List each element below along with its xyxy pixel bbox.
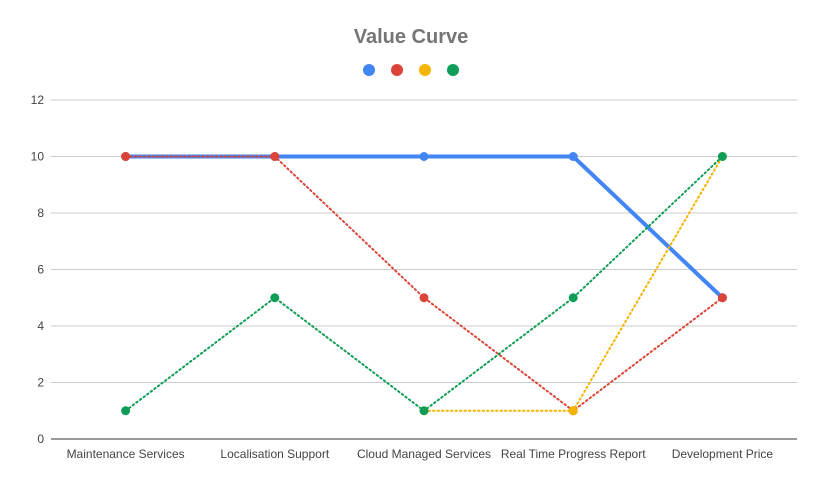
y-tick-label: 4	[37, 319, 44, 333]
data-point	[717, 293, 727, 303]
legend-marker	[447, 64, 459, 76]
data-point	[568, 406, 578, 416]
x-tick-label: Maintenance Services	[67, 447, 185, 461]
data-point	[419, 152, 429, 161]
x-tick-label: Real Time Progress Report	[501, 447, 646, 461]
series-lines	[124, 154, 724, 412]
x-axis-ticks: Maintenance Services Localisation Support…	[67, 447, 774, 461]
legend-marker	[419, 64, 431, 76]
data-point	[717, 152, 727, 161]
y-tick-label: 10	[31, 150, 45, 164]
series-line	[124, 155, 724, 412]
series-line	[423, 155, 724, 412]
data-point	[121, 406, 131, 416]
y-tick-label: 6	[37, 263, 44, 277]
data-point	[270, 293, 280, 303]
gridlines	[51, 99, 797, 383]
data-point	[419, 406, 429, 416]
series-line	[124, 155, 724, 412]
legend-marker	[363, 64, 375, 76]
series-points	[121, 152, 727, 416]
chart-title: Value Curve	[354, 26, 469, 48]
data-point	[568, 293, 578, 303]
x-tick-label: Cloud Managed Services	[357, 447, 491, 461]
y-tick-label: 2	[37, 376, 44, 390]
y-tick-label: 8	[37, 206, 44, 220]
y-tick-label: 0	[37, 432, 44, 446]
y-tick-label: 12	[31, 93, 45, 107]
y-axis-ticks: 0 2 4 6 8 10 12	[31, 93, 45, 446]
data-point	[568, 152, 578, 161]
x-tick-label: Localisation Support	[220, 447, 329, 461]
legend	[363, 64, 459, 76]
series-line	[125, 154, 724, 300]
legend-marker	[391, 64, 403, 76]
data-point	[121, 152, 131, 161]
data-point	[270, 152, 280, 161]
x-tick-label: Development Price	[672, 447, 774, 461]
data-point	[419, 293, 429, 303]
